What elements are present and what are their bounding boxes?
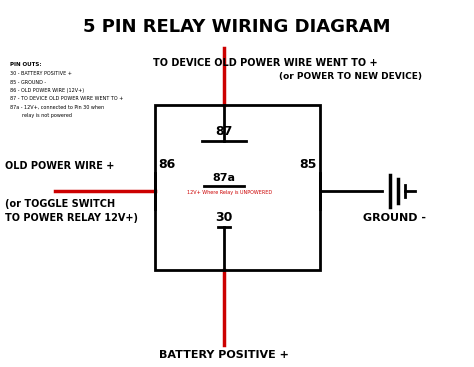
Text: 86 - OLD POWER WIRE (12V+): 86 - OLD POWER WIRE (12V+) (10, 88, 84, 93)
Text: 85 - GROUND -: 85 - GROUND - (10, 80, 46, 84)
Text: 30: 30 (216, 211, 233, 224)
Text: OLD POWER WIRE +: OLD POWER WIRE + (5, 161, 114, 171)
Text: 87: 87 (216, 125, 233, 138)
Text: 5 PIN RELAY WIRING DIAGRAM: 5 PIN RELAY WIRING DIAGRAM (83, 18, 391, 36)
Text: 86: 86 (158, 158, 176, 171)
Text: TO DEVICE OLD POWER WIRE WENT TO +: TO DEVICE OLD POWER WIRE WENT TO + (153, 58, 378, 68)
Text: 30 - BATTERY POSITIVE +: 30 - BATTERY POSITIVE + (10, 71, 72, 76)
Text: 87 - TO DEVICE OLD POWER WIRE WENT TO +: 87 - TO DEVICE OLD POWER WIRE WENT TO + (10, 97, 123, 102)
Text: 87a: 87a (213, 173, 236, 183)
Bar (155, 105, 320, 270)
Text: TO POWER RELAY 12V+): TO POWER RELAY 12V+) (5, 213, 138, 223)
Text: PIN OUTS:: PIN OUTS: (10, 62, 42, 67)
Text: relay is not powered: relay is not powered (10, 113, 72, 119)
Text: 85: 85 (299, 158, 317, 171)
Text: GROUND -: GROUND - (364, 213, 427, 223)
Text: (or TOGGLE SWITCH: (or TOGGLE SWITCH (5, 199, 115, 209)
Text: 87a - 12V+, connected to Pin 30 when: 87a - 12V+, connected to Pin 30 when (10, 105, 104, 110)
Text: 12V+ Where Relay is UNPOWERED: 12V+ Where Relay is UNPOWERED (187, 190, 272, 195)
Text: (or POWER TO NEW DEVICE): (or POWER TO NEW DEVICE) (279, 72, 422, 81)
Text: BATTERY POSITIVE +: BATTERY POSITIVE + (159, 350, 289, 360)
